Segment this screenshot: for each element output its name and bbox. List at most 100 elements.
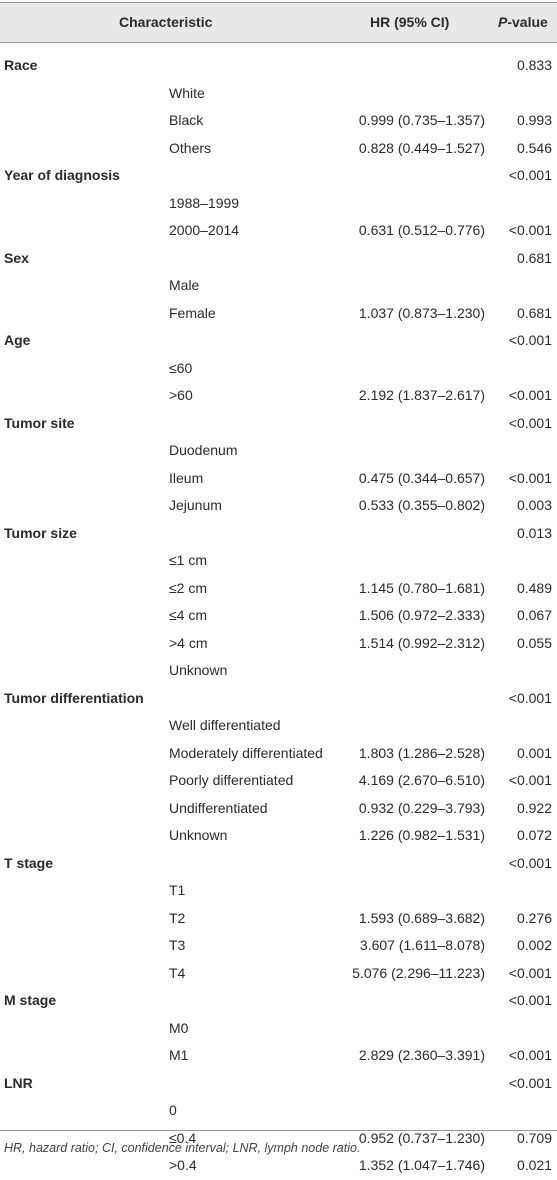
- p-value-cell: 0.276: [516, 909, 552, 926]
- hazard-ratio-cell: 1.506 (0.972–2.333): [358, 607, 485, 623]
- p-value-cell: 0.993: [516, 112, 552, 128]
- group-label: M stage: [4, 992, 57, 1008]
- table-row: Female 1.037 (0.873–1.230) 0.681: [0, 300, 557, 328]
- table-row: Undifferentiated 0.932 (0.229–3.793) 0.922: [0, 795, 557, 823]
- table-row: White: [0, 80, 557, 108]
- category-label: M1: [169, 1047, 189, 1063]
- table-group-row: Sex 0.681: [0, 245, 557, 273]
- table-group-row: Age <0.001: [0, 327, 557, 355]
- group-label: Age: [4, 332, 31, 348]
- hazard-ratio-cell: 3.607 (1.611–8.078): [359, 937, 485, 953]
- table-row: Unknown: [0, 657, 557, 685]
- table-row: Ileum 0.475 (0.344–0.657) <0.001: [0, 465, 557, 493]
- table-row: Unknown 1.226 (0.982–1.531) 0.072: [0, 822, 557, 850]
- header-hazard-ratio: HR (95% CI): [370, 14, 450, 30]
- table-group-row: Tumor site <0.001: [0, 410, 557, 438]
- p-value-cell: <0.001: [508, 332, 552, 348]
- table-row: Jejunum 0.533 (0.355–0.802) 0.003: [0, 492, 557, 520]
- category-label: ≤0.4: [169, 1129, 197, 1146]
- table-row: ≤4 cm 1.506 (0.972–2.333) 0.067: [0, 602, 557, 630]
- hazard-ratio-cell: 1.145 (0.780–1.681): [358, 579, 485, 596]
- table-footnote: HR, hazard ratio; CI, confidence interva…: [4, 1141, 361, 1155]
- group-label: Race: [4, 57, 38, 73]
- table-row: ≤0.4 0.952 (0.737–1.230) 0.709: [0, 1125, 557, 1153]
- table-body: Race 0.833 White Black 0.999 (0.735–1.357) 0.…: [0, 52, 557, 1180]
- table-row: 2000–2014 0.631 (0.512–0.776) <0.001: [0, 217, 557, 245]
- hazard-ratio-cell: 4.169 (2.670–6.510): [358, 772, 485, 788]
- table-group-row: Tumor size 0.013: [0, 520, 557, 548]
- category-label: >4 cm: [169, 634, 208, 651]
- category-label: Jejunum: [169, 497, 222, 513]
- category-label: >60: [169, 387, 193, 403]
- p-value-cell: 0.002: [516, 937, 552, 953]
- table-row: T4 5.076 (2.296–11.223) <0.001: [0, 960, 557, 988]
- group-label: LNR: [4, 1074, 33, 1091]
- table-row: >0.4 1.352 (1.047–1.746) 0.021: [0, 1152, 557, 1180]
- p-value-cell: 0.001: [516, 744, 552, 761]
- category-label: 0: [169, 1102, 177, 1118]
- hazard-ratio-cell: 2.192 (1.837–2.617): [358, 387, 485, 403]
- p-value-cell: <0.001: [508, 387, 552, 403]
- category-label: ≤4 cm: [169, 607, 208, 623]
- table-row: Black 0.999 (0.735–1.357) 0.993: [0, 107, 557, 135]
- hazard-ratio-cell: 0.631 (0.512–0.776): [358, 222, 485, 238]
- table-group-row: LNR <0.001: [0, 1070, 557, 1098]
- table-header-rule: [0, 42, 557, 43]
- table-bottom-rule: [0, 1130, 557, 1131]
- category-label: 1988–1999: [169, 194, 240, 211]
- p-value-cell: <0.001: [508, 414, 552, 431]
- table-row: Moderately differentiated 1.803 (1.286–2.…: [0, 740, 557, 768]
- table-row: ≤60: [0, 355, 557, 383]
- p-value-cell: <0.001: [508, 772, 552, 788]
- p-value-cell: <0.001: [508, 964, 552, 981]
- table-row: M0: [0, 1015, 557, 1043]
- hazard-ratio-cell: 1.037 (0.873–1.230): [358, 304, 485, 321]
- p-value-cell: <0.001: [508, 469, 552, 486]
- p-value-cell: 0.681: [516, 249, 552, 266]
- hazard-ratio-cell: 1.226 (0.982–1.531): [358, 827, 485, 843]
- table-group-row: M stage <0.001: [0, 987, 557, 1015]
- category-label: ≤2 cm: [169, 579, 208, 596]
- hazard-ratio-cell: 0.828 (0.449–1.527): [358, 139, 485, 156]
- category-label: ≤60: [169, 359, 193, 376]
- category-label: T2: [169, 909, 186, 926]
- category-label: Unknown: [169, 662, 228, 678]
- table-row: 0: [0, 1097, 557, 1125]
- table-row: Poorly differentiated 4.169 (2.670–6.510)…: [0, 767, 557, 795]
- p-value-cell: 0.922: [516, 799, 552, 816]
- category-label: Others: [169, 139, 212, 156]
- p-value-cell: <0.001: [508, 689, 552, 706]
- group-label: Year of diagnosis: [4, 167, 120, 183]
- table-row: T1: [0, 877, 557, 905]
- category-label: 2000–2014: [169, 222, 240, 238]
- p-value-cell: 0.546: [516, 139, 552, 156]
- group-label: T stage: [4, 854, 54, 871]
- category-label: Unknown: [169, 827, 228, 843]
- table-row: Others 0.828 (0.449–1.527) 0.546: [0, 135, 557, 163]
- p-value-cell: <0.001: [508, 854, 552, 871]
- p-value-cell: <0.001: [508, 167, 552, 183]
- category-label: Moderately differentiated: [169, 744, 323, 761]
- category-label: Black: [169, 112, 204, 128]
- category-label: Male: [169, 277, 200, 293]
- group-label: Tumor differentiation: [4, 689, 144, 706]
- hazard-ratio-cell: 5.076 (2.296–11.223): [352, 964, 485, 981]
- table-row: T2 1.593 (0.689–3.682) 0.276: [0, 905, 557, 933]
- p-value-cell: <0.001: [508, 222, 552, 238]
- hazard-ratio-cell: 0.952 (0.737–1.230): [358, 1129, 485, 1146]
- hazard-ratio-cell: 0.999 (0.735–1.357): [358, 112, 485, 128]
- table-header-row: Characteristic HR (95% CI) P-value: [0, 3, 557, 42]
- p-value-cell: 0.489: [516, 579, 552, 596]
- category-label: Duodenum: [169, 442, 238, 458]
- table-top-rule: [0, 2, 557, 3]
- table-row: 1988–1999: [0, 190, 557, 218]
- category-label: ≤1 cm: [169, 552, 208, 568]
- table-group-row: Year of diagnosis <0.001: [0, 162, 557, 190]
- table-group-row: T stage <0.001: [0, 850, 557, 878]
- table-row: ≤1 cm: [0, 547, 557, 575]
- table-row: ≤2 cm 1.145 (0.780–1.681) 0.489: [0, 575, 557, 603]
- p-value-cell: <0.001: [508, 1074, 552, 1091]
- p-value-cell: 0.709: [516, 1129, 552, 1146]
- p-value-cell: <0.001: [508, 1047, 552, 1063]
